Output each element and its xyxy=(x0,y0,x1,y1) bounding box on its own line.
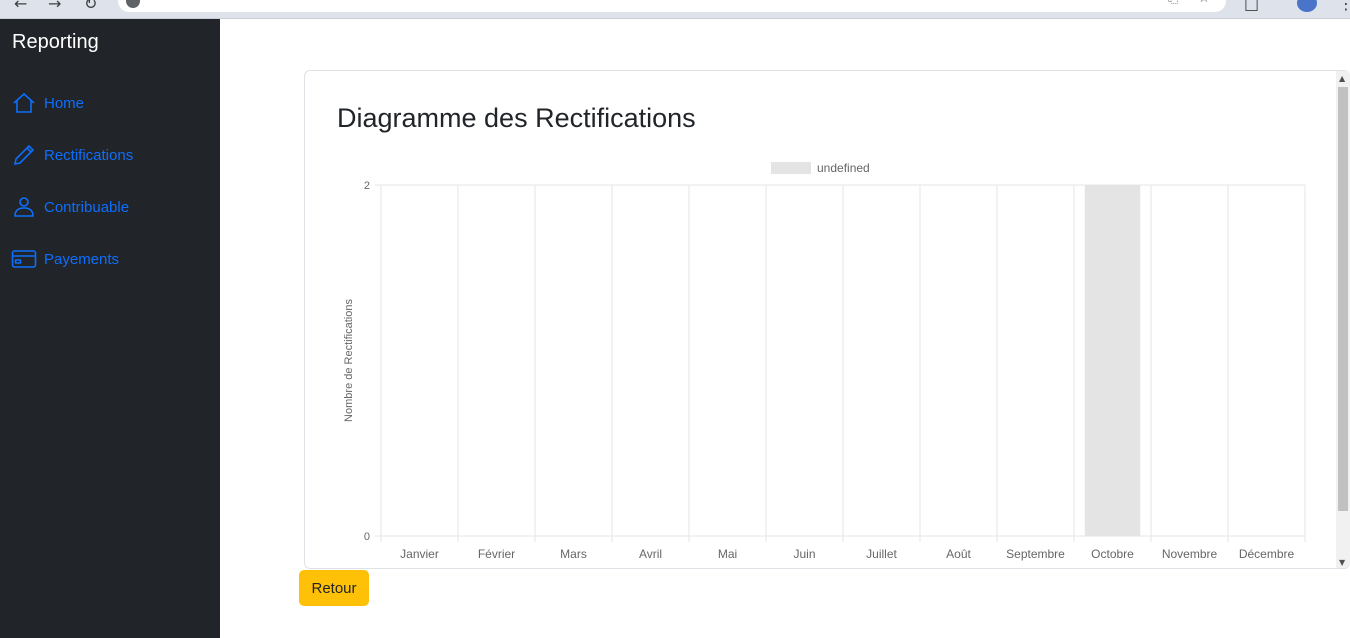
bar xyxy=(1084,185,1141,536)
person-icon xyxy=(11,195,37,219)
sidebar-item-label: Contribuable xyxy=(44,198,130,216)
y-axis-title: Nombre de Rectifications xyxy=(343,299,355,422)
site-info-icon[interactable] xyxy=(126,0,140,8)
legend-label: undefined xyxy=(817,161,870,175)
chart-title: Diagramme des Rectifications xyxy=(337,103,696,133)
x-tick-label: Novembre xyxy=(1162,547,1218,561)
extensions-icon[interactable]: □ xyxy=(1244,0,1260,13)
x-tick-label: Septembre xyxy=(1006,547,1065,561)
address-bar[interactable]: ⎘ ☆ xyxy=(118,0,1226,12)
sidebar: Reporting Home Rectifications Contribuab… xyxy=(0,19,220,638)
sidebar-item-label: Home xyxy=(44,94,85,112)
sidebar-brand[interactable]: Reporting xyxy=(12,31,99,53)
card-scrollbar[interactable]: ▲ ▼ xyxy=(1336,71,1350,568)
pencil-icon xyxy=(11,143,37,167)
bookmark-star-icon[interactable]: ☆ xyxy=(1198,0,1210,6)
browser-toolbar: ← → ↻ ⎘ ☆ □ ⋮ xyxy=(0,0,1350,19)
x-tick-label: Juillet xyxy=(866,547,897,561)
scroll-down-arrow-icon[interactable]: ▼ xyxy=(1339,558,1346,567)
sidebar-item-label: Rectifications xyxy=(44,146,134,164)
sidebar-item-home[interactable]: Home xyxy=(11,89,84,117)
x-tick-label: Décembre xyxy=(1239,547,1295,561)
sidebar-item-label: Payements xyxy=(44,250,120,268)
install-app-icon[interactable]: ⎘ xyxy=(1168,0,1178,6)
y-tick-label: 0 xyxy=(364,531,370,543)
scroll-up-arrow-icon[interactable]: ▲ xyxy=(1339,74,1346,83)
back-button[interactable]: Retour xyxy=(299,570,369,606)
credit-card-icon xyxy=(11,247,37,271)
x-tick-label: Octobre xyxy=(1091,547,1134,561)
back-arrow-icon[interactable]: ← xyxy=(14,0,28,13)
scrollbar-thumb[interactable] xyxy=(1338,87,1348,511)
reload-icon[interactable]: ↻ xyxy=(84,0,98,13)
x-tick-label: Mars xyxy=(560,547,587,561)
forward-arrow-icon[interactable]: → xyxy=(48,0,62,13)
x-tick-label: Août xyxy=(946,547,971,561)
profile-avatar-icon[interactable] xyxy=(1297,0,1317,12)
browser-menu-icon[interactable]: ⋮ xyxy=(1338,0,1350,13)
x-tick-label: Janvier xyxy=(400,547,439,561)
house-icon xyxy=(11,91,37,115)
y-tick-label: 2 xyxy=(364,180,370,192)
x-tick-label: Février xyxy=(478,547,515,561)
chart-card: Diagramme des Rectifications 0 2 Janvier Fé… xyxy=(304,70,1350,569)
sidebar-item-payements[interactable]: Payements xyxy=(11,245,119,273)
rectifications-bar-chart: 0 2 Janvier Février Mars Avril Mai Juin Juillet A… xyxy=(343,161,1306,561)
sidebar-item-contribuable[interactable]: Contribuable xyxy=(11,193,129,221)
x-tick-label: Mai xyxy=(718,547,737,561)
x-tick-label: Juin xyxy=(793,547,815,561)
x-tick-label: Avril xyxy=(639,547,662,561)
legend-swatch xyxy=(771,162,811,174)
sidebar-item-rectifications[interactable]: Rectifications xyxy=(11,141,133,169)
